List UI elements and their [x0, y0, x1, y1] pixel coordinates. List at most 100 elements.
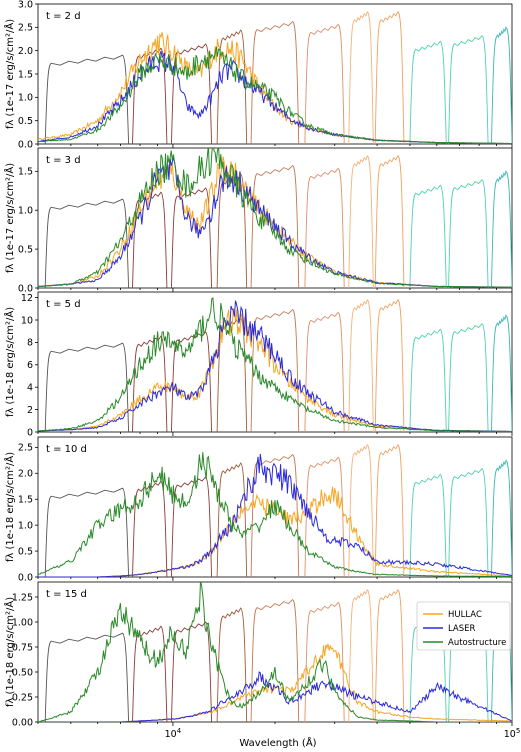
filter-curve-11	[491, 26, 512, 144]
panel-1: 0.0 0.5 1.0 1.5 2.0 2.5 3.0 t = 2 d fλ (1e-17 er…	[3, 0, 513, 150]
series-autostructure	[38, 297, 512, 432]
series-laser	[38, 671, 512, 722]
filter-curve-10	[448, 468, 489, 577]
y-tick-label: 2.5	[18, 443, 33, 454]
series-laser	[38, 453, 512, 577]
filter-curve-5	[250, 454, 300, 577]
y-tick-label: 1.25	[12, 592, 33, 603]
filter-curve-4	[216, 29, 248, 144]
y-tick-label: 1.5	[18, 167, 33, 178]
filter-curve-2	[132, 191, 168, 288]
filter-curve-9	[409, 40, 447, 144]
series-autostructure	[38, 46, 512, 144]
y-tick-label: 3.0	[18, 0, 33, 10]
x-tick-label: 105	[504, 727, 521, 740]
filter-curve-6	[304, 167, 345, 288]
panel-plot-area	[38, 11, 512, 144]
series-hullac	[38, 156, 512, 288]
filter-curve-7	[348, 589, 374, 722]
panel-time-label: t = 5 d	[46, 299, 81, 310]
filter-curve-10	[448, 35, 489, 144]
y-tick-label: 0.0	[18, 283, 33, 294]
panels-group: 0.0 0.5 1.0 1.5 2.0 2.5 3.0 t = 2 d fλ (1e-17 er…	[3, 0, 520, 740]
y-tick-label: 12	[21, 293, 33, 304]
y-tick-label: 2.0	[18, 469, 33, 480]
series-autostructure	[38, 148, 512, 288]
filter-curve-6	[304, 23, 345, 144]
y-tick-label: 10	[21, 315, 33, 326]
y-tick-label: 1.0	[18, 206, 33, 217]
filter-curve-8	[374, 11, 405, 144]
y-tick-label: 0.5	[18, 546, 33, 557]
filter-curve-2	[132, 335, 168, 432]
y-axis-label: fλ (1e-17 erg/s/cm²/Å)	[3, 163, 16, 273]
y-tick-label: 0.00	[12, 717, 33, 728]
y-tick-label: 0.5	[18, 244, 33, 255]
filter-curve-3	[171, 621, 213, 722]
filter-curve-3	[171, 187, 213, 288]
filter-curve-10	[448, 323, 489, 432]
panel-time-label: t = 3 d	[46, 155, 81, 166]
x-tick-label: 104	[165, 727, 182, 740]
series-autostructure	[38, 582, 512, 722]
series-hullac	[38, 32, 512, 144]
filter-curve-10	[448, 179, 489, 288]
x-axis-label: Wavelength (Å)	[239, 736, 316, 749]
panel-frame	[37, 147, 513, 289]
filter-curve-7	[348, 155, 374, 288]
y-tick-label: 8	[27, 338, 33, 349]
panel-plot-area	[38, 148, 512, 288]
panel-frame	[37, 3, 513, 145]
panel-3: 0 2 4 6 8 10 12 t = 5 d fλ (1e-18 erg/s/cm²/Å)	[3, 291, 513, 438]
y-tick-label: 0.50	[12, 667, 33, 678]
filter-curve-4	[216, 173, 248, 288]
y-tick-label: 0	[27, 427, 33, 438]
series-hullac	[38, 307, 512, 432]
y-tick-label: 0.25	[12, 692, 33, 703]
filter-curve-11	[491, 459, 512, 577]
filter-curve-8	[374, 444, 405, 577]
y-axis-label: fλ (1e-17 erg/s/cm²/Å)	[3, 19, 16, 129]
filter-curve-5	[250, 599, 300, 722]
filter-curve-9	[409, 328, 447, 432]
panel-4: 0.0 0.5 1.0 1.5 2.0 2.5 t = 10 d fλ (1e-18 erg/…	[3, 436, 513, 583]
filter-curve-1	[44, 487, 130, 577]
y-tick-label: 6	[27, 360, 33, 371]
filter-curve-8	[374, 589, 405, 722]
filter-curve-5	[250, 21, 300, 144]
filter-curve-1	[44, 342, 130, 432]
panel-plot-area	[38, 444, 512, 577]
filter-curve-3	[171, 476, 213, 577]
filter-curve-11	[491, 314, 512, 432]
panel-plot-area	[38, 297, 512, 432]
legend-label-laser: LASER	[448, 624, 476, 634]
filter-curve-8	[374, 155, 405, 288]
panel-time-label: t = 2 d	[46, 11, 81, 22]
series-hullac	[38, 643, 512, 722]
legend-label-autostructure: Autostructure	[448, 638, 506, 648]
series-laser	[38, 300, 512, 432]
filter-curve-11	[491, 170, 512, 288]
filter-curve-4	[216, 607, 248, 722]
filter-curve-6	[304, 456, 345, 577]
y-tick-label: 2	[27, 405, 33, 416]
y-tick-label: 0.75	[12, 642, 33, 653]
panel-2: 0.0 0.5 1.0 1.5 t = 3 d fλ (1e-17 erg/s/cm²/Å…	[3, 147, 513, 294]
filter-curve-6	[304, 311, 345, 432]
y-tick-label: 2.0	[18, 46, 33, 57]
filter-curve-4	[216, 462, 248, 577]
panel-time-label: t = 10 d	[46, 444, 87, 455]
series-laser	[38, 155, 512, 288]
filter-curve-7	[348, 299, 374, 432]
y-tick-label: 1.5	[18, 495, 33, 506]
legend-label-hullac: HULLAC	[448, 610, 482, 620]
filter-curve-5	[250, 309, 300, 432]
filter-curve-5	[250, 165, 300, 288]
filter-curve-9	[409, 184, 447, 288]
y-tick-label: 0.0	[18, 572, 33, 583]
legend: HULLAC LASER Autostructure	[416, 601, 511, 651]
filter-curve-6	[304, 601, 345, 722]
filter-curve-7	[348, 444, 374, 577]
y-tick-label: 0.5	[18, 116, 33, 127]
